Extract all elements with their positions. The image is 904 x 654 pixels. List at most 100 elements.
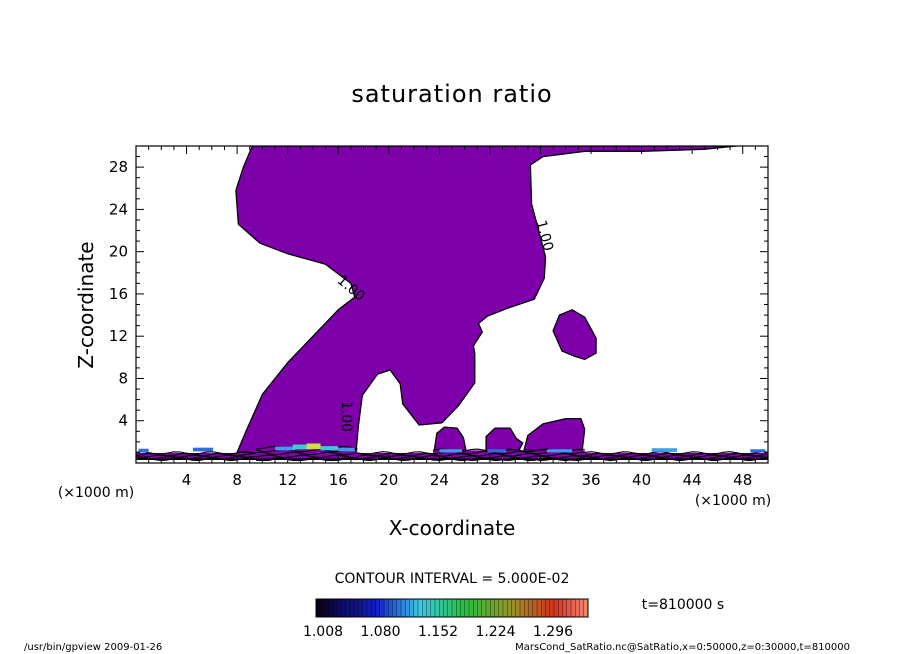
region-small-blob-2 <box>485 427 524 451</box>
colorbar-band <box>562 599 568 617</box>
x-tick-label: 12 <box>278 471 297 489</box>
colorbar-band <box>511 599 517 617</box>
x-tick-label: 24 <box>430 471 449 489</box>
colorbar-band <box>430 599 436 617</box>
colorbar-band <box>481 599 487 617</box>
colorbar <box>315 599 589 617</box>
colorbar-band <box>456 599 461 617</box>
colorbar-band <box>507 599 512 617</box>
colorbar-band <box>524 599 529 617</box>
colorbar-band <box>337 599 342 617</box>
colorbar-frame <box>315 598 589 618</box>
region-main-plume <box>235 146 738 455</box>
colorbar-band <box>566 599 572 617</box>
chart-title: saturation ratio <box>351 80 552 108</box>
colorbar-band <box>435 599 440 617</box>
footer-right: MarsCond_SatRatio.nc@SatRatio,x=0:50000,… <box>515 642 850 653</box>
colorbar-band <box>333 599 338 617</box>
colorbar-band <box>452 599 457 617</box>
colorbar-band <box>354 599 359 617</box>
x-axis-title: X-coordinate <box>389 516 516 540</box>
colorbar-band <box>460 599 466 617</box>
colorbar-band <box>422 599 427 617</box>
colorbar-band <box>515 599 521 617</box>
x-tick-label: 20 <box>379 471 398 489</box>
y-tick-label: 4 <box>118 412 128 430</box>
y-tick-label: 12 <box>109 327 128 345</box>
colorbar-band <box>532 599 538 617</box>
colorbar-band <box>345 599 351 617</box>
colorbar-band <box>379 599 385 617</box>
colorbar-band <box>375 599 381 617</box>
contour-label: 1.00 <box>338 401 354 432</box>
colorbar-band <box>443 599 449 617</box>
colorbar-band <box>409 599 415 617</box>
y-tick-label: 8 <box>118 369 128 387</box>
colorbar-band <box>426 599 432 617</box>
contour-interval: CONTOUR INTERVAL = 5.000E-02 <box>335 571 570 587</box>
x-tick-label: 8 <box>232 471 242 489</box>
colorbar-band <box>396 599 402 617</box>
colorbar-band <box>469 599 474 617</box>
colorbar-tick-label: 1.080 <box>360 624 400 640</box>
y-unit-label: (×1000 m) <box>58 485 134 501</box>
x-tick-label: 28 <box>480 471 499 489</box>
y-tick-label: 16 <box>109 285 128 303</box>
high-saturation-patch <box>338 447 355 452</box>
colorbar-tick-label: 1.008 <box>303 624 343 640</box>
time-label: t=810000 s <box>642 597 724 613</box>
colorbar-band <box>486 599 491 617</box>
colorbar-band <box>401 599 406 617</box>
colorbar-tick-label: 1.296 <box>533 624 573 640</box>
x-tick-label: 16 <box>329 471 348 489</box>
x-tick-label: 48 <box>733 471 752 489</box>
colorbar-labels: 1.008 1.080 1.152 1.224 1.296 <box>303 624 573 640</box>
plot-area <box>136 146 768 462</box>
y-tick-label: 20 <box>109 243 128 261</box>
colorbar-band <box>358 599 364 617</box>
region-small-blob-1 <box>433 426 467 451</box>
high-saturation-patch <box>275 446 296 451</box>
colorbar-band <box>328 599 334 617</box>
colorbar-band <box>362 599 368 617</box>
colorbar-band <box>498 599 504 617</box>
colorbar-band <box>541 599 546 617</box>
high-saturation-patch <box>306 443 321 450</box>
footer-left: /usr/bin/gpview 2009-01-26 <box>24 642 162 653</box>
y-axis-title: Z-coordinate <box>74 241 98 368</box>
surface-band <box>256 447 358 460</box>
colorbar-band <box>447 599 453 617</box>
colorbar-band <box>473 599 478 617</box>
colorbar-band <box>439 599 444 617</box>
surface-contour-line <box>432 453 585 457</box>
surface-contour-line <box>256 451 358 456</box>
x-tick-label: 44 <box>683 471 702 489</box>
colorbar-band <box>549 599 555 617</box>
colorbar-band <box>575 599 580 617</box>
colorbar-band <box>413 599 419 617</box>
colorbar-band <box>537 599 542 617</box>
colorbar-band <box>367 599 372 617</box>
colorbar-tick-label: 1.224 <box>475 624 515 640</box>
colorbar-band <box>558 599 563 617</box>
colorbar-band <box>464 599 470 617</box>
colorbar-band <box>571 599 576 617</box>
colorbar-band <box>418 599 423 617</box>
high-saturation-patch <box>320 446 339 451</box>
x-tick-label: 40 <box>632 471 651 489</box>
colorbar-band <box>388 599 393 617</box>
colorbar-band <box>392 599 398 617</box>
colorbar-band <box>324 599 330 617</box>
colorbar-band <box>503 599 508 617</box>
high-saturation-patch <box>487 449 507 453</box>
colorbar-band <box>528 599 534 617</box>
colorbar-band <box>579 599 585 617</box>
high-saturation-patch <box>651 448 677 452</box>
colorbar-band <box>405 599 410 617</box>
region-small-blob-3 <box>523 417 586 451</box>
high-saturation-patch <box>292 444 310 450</box>
surface-contour-line <box>255 454 358 459</box>
surface-band <box>433 450 585 460</box>
